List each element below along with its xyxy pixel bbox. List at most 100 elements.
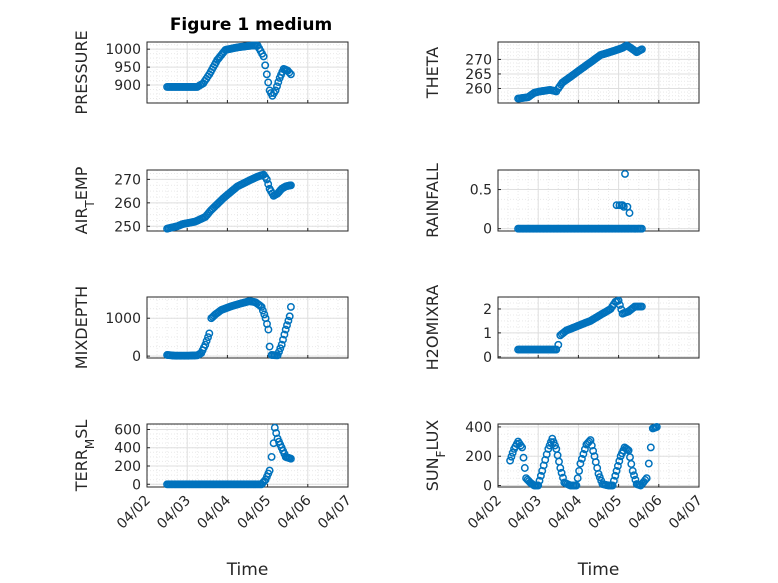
data-point [284,316,293,325]
data-point [554,340,563,349]
y-tick-label: 1000 [105,42,141,58]
data-point [273,82,281,91]
y-tick-label: 0 [483,222,492,238]
data-point [520,464,529,472]
data-point [508,448,517,457]
data-point [615,301,624,309]
data-point [264,180,273,189]
data-point [262,70,271,79]
y-tick-label: 0 [483,479,492,495]
data-point [625,209,634,217]
y-axis-label: RAINFALL [423,163,442,238]
data-point [646,443,655,452]
data-point [281,325,290,334]
data-point [557,468,566,477]
y-tick-label: 1000 [105,311,141,327]
y-tick-label: 265 [465,67,492,83]
data-point [277,340,286,349]
data-point [265,466,274,475]
data-point [575,466,584,475]
data-point [258,306,267,315]
axes-box [146,169,349,232]
data-point [201,340,210,349]
data-point [613,462,622,470]
data-point [285,68,294,77]
y-axis-label: TERRMSL [72,420,97,493]
data-point [630,471,638,480]
subplot-3: 250 260 270 AIRTEMP [72,166,349,235]
data-point [641,476,650,484]
data-point [271,86,280,95]
data-point [265,342,274,351]
data-point [637,224,646,233]
data-point [205,329,214,338]
data-point [257,302,266,311]
y-tick-label: 600 [114,422,141,438]
y-axis-label: AIRTEMP [72,166,97,234]
y-tick-label: 270 [114,172,141,188]
data-point [644,459,653,468]
y-tick-label: 900 [114,78,141,94]
data-point [264,78,273,87]
data-point [615,457,624,466]
data-point [572,481,581,490]
data-point [518,443,527,452]
data-point [618,201,627,210]
data-point [580,445,589,454]
axes-box [497,296,700,359]
data-point [260,310,269,319]
data-point [573,474,582,483]
data-point [609,476,618,485]
data-point [286,454,295,463]
data-point [286,181,295,190]
data-point [204,333,212,342]
data-point [202,337,211,345]
data-point [535,476,544,485]
data-point [286,302,295,311]
data-point [586,436,595,445]
data-point [614,296,623,305]
axes-box [146,41,349,104]
y-axis-label: H2OMIXRA [423,285,442,371]
data-point [279,335,287,344]
data-point [623,445,632,454]
axes-box [497,423,700,488]
data-point [286,70,295,79]
data-point [589,446,598,455]
data-point [612,466,621,475]
y-tick-label: 400 [114,441,141,457]
axes-box [146,296,349,359]
data-point [274,78,283,87]
subplot-5: 0 1000 MIXDEPTH [72,286,349,369]
data-point [519,453,528,462]
y-tick-label: 200 [465,449,492,465]
y-tick-label: 0 [483,350,492,366]
data-point [259,52,268,61]
data-point [280,330,289,339]
y-axis-label: PRESSURE [72,30,91,114]
y-axis-label: THETA [423,47,442,99]
data-point [579,450,588,458]
subplot-6: 0 1 2 H2OMIXRA [423,285,700,371]
data-point [262,175,271,184]
y-tick-label: 250 [114,219,141,235]
data-point [534,481,543,490]
data-point [506,456,515,465]
y-tick-label: 270 [465,52,492,68]
data-point [577,454,586,463]
data-point [552,345,561,354]
data-point [611,471,620,480]
data-point [628,466,637,475]
x-axis-label: Time [226,560,269,580]
subplot-1: 900 950 1000 PRESSURE [72,30,349,115]
data-point [283,321,291,330]
y-tick-label: 400 [465,420,492,436]
y-tick-label: 1 [483,326,492,342]
y-tick-label: 0.5 [470,183,492,199]
data-point [267,452,276,461]
figure-title: Figure 1 medium [170,15,332,35]
y-tick-label: 260 [465,81,492,97]
